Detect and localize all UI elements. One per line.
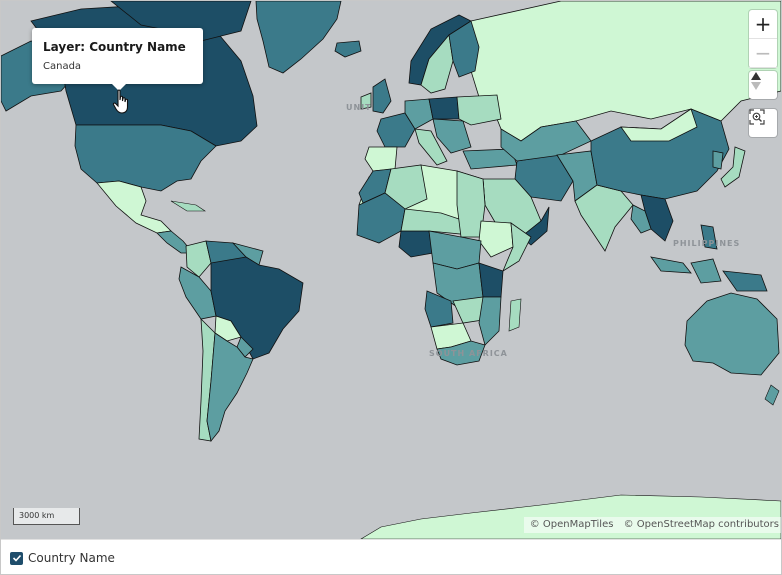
country-east-africa [478, 262, 504, 298]
country-bolivia [214, 315, 242, 342]
country-algeria [384, 164, 428, 210]
country-south-africa [436, 340, 486, 366]
country-china [590, 108, 730, 200]
country-new-zealand [764, 384, 780, 406]
country-iberia [364, 146, 398, 172]
scale-bar: 3000 km [13, 508, 80, 525]
country-usa [74, 124, 217, 192]
country-mozambique [478, 296, 502, 346]
compass-button[interactable] [749, 71, 777, 99]
checkmark-icon [12, 554, 21, 562]
country-angola [424, 290, 454, 328]
country-cuba [170, 200, 206, 212]
country-russia [470, 1, 781, 142]
country-argentina [206, 332, 254, 442]
country-japan [720, 146, 746, 188]
country-mexico [96, 180, 172, 234]
country-italy [414, 128, 448, 166]
attribution-osm[interactable]: © OpenStreetMap contributors [623, 519, 779, 530]
country-korea [712, 150, 724, 170]
map-attribution: © OpenMapTiles © OpenStreetMap contribut… [523, 517, 781, 533]
zoom-in-button[interactable]: + [749, 10, 777, 39]
feature-tooltip: Layer: Country Name Canada [32, 28, 203, 91]
country-poland [428, 96, 460, 120]
layer-legend: Country Name [1, 539, 781, 574]
country-greenland [255, 1, 342, 74]
zoom-to-extent-button[interactable] [749, 109, 777, 137]
hand-pointer-icon [111, 89, 133, 115]
country-iceland [334, 40, 362, 58]
country-myanmar [630, 204, 652, 234]
country-uk [372, 78, 392, 114]
country-ukraine [456, 94, 502, 126]
country-ethiopia [478, 220, 514, 258]
map-place-label: SOUTH AFRICA [429, 349, 508, 358]
country-somalia [502, 222, 532, 273]
map-place-label: UNIT [346, 103, 372, 112]
zoom-controls: + − [749, 10, 777, 68]
country-indonesia-1 [650, 256, 692, 274]
country-colombia [185, 240, 212, 278]
country-ireland [360, 92, 372, 110]
country-india [574, 184, 634, 252]
zoom-out-button[interactable]: − [749, 39, 777, 68]
country-mongolia [620, 108, 698, 142]
compass-icon [751, 72, 761, 90]
legend-item-country-name[interactable]: Country Name [10, 551, 115, 565]
country-madagascar [508, 298, 522, 332]
country-balkans [432, 118, 472, 154]
map-canvas[interactable]: UNIT SOUTH AFRICA PHILIPPINES Layer: Cou… [1, 1, 781, 539]
country-finland [448, 20, 480, 78]
layer-visibility-checkbox[interactable] [10, 551, 23, 565]
tooltip-title: Layer: Country Name [43, 40, 186, 54]
zoom-to-extent-icon [749, 109, 765, 125]
country-germany [404, 98, 434, 130]
country-australia [684, 292, 780, 376]
country-peru [178, 266, 217, 320]
country-new-guinea [722, 270, 768, 292]
legend-item-label: Country Name [28, 551, 115, 565]
attribution-tiles[interactable]: © OpenMapTiles [529, 519, 614, 530]
country-indonesia-2 [690, 258, 722, 284]
country-nigeria [398, 230, 434, 258]
tooltip-value: Canada [43, 61, 82, 72]
map-place-label: PHILIPPINES [673, 239, 741, 248]
country-philippines [700, 224, 718, 250]
